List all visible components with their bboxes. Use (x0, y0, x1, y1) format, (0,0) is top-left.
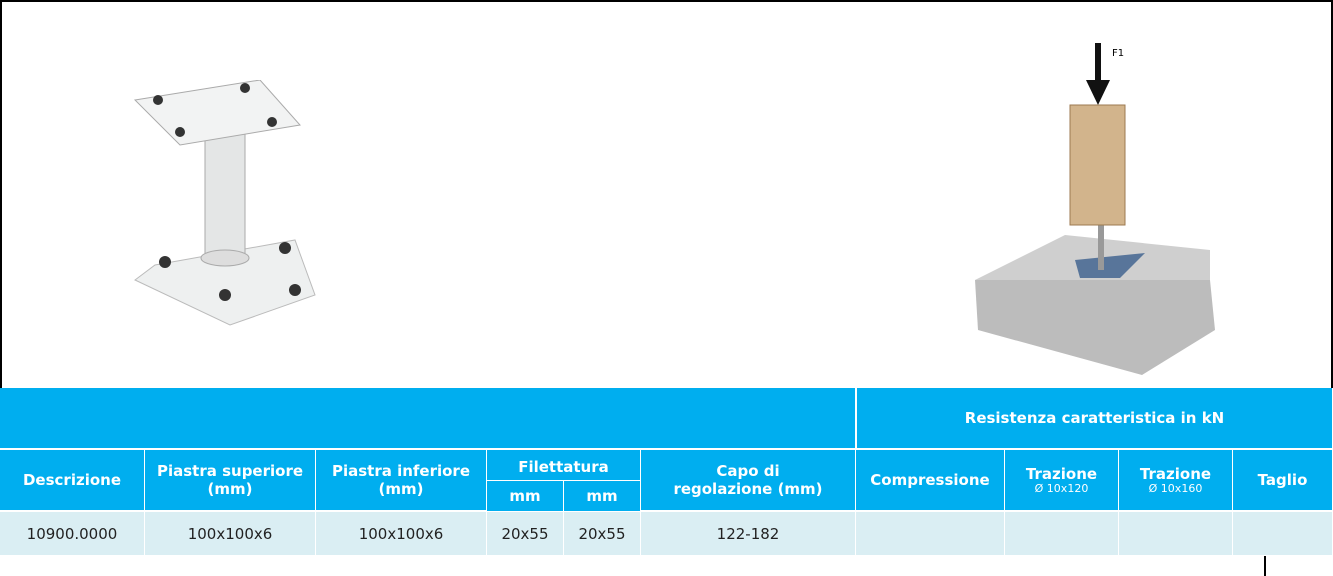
product-image (120, 80, 320, 330)
cell-text: 20x55 (578, 525, 625, 543)
header-text: (mm) (208, 480, 253, 498)
header-text: Descrizione (23, 471, 121, 489)
force-label: F1 (1112, 48, 1124, 59)
table-cell (856, 511, 1005, 555)
header-text: regolazione (mm) (673, 480, 822, 498)
header-note: Ø 10x160 (1149, 483, 1203, 495)
load-diagram: F1 (960, 40, 1230, 380)
column-header: Compressione (856, 449, 1005, 510)
header-note: Ø 10x120 (1035, 483, 1089, 495)
column-header: Taglio (1233, 449, 1333, 510)
header-blank (0, 388, 856, 448)
header-text: Trazione (1140, 465, 1211, 483)
table-cell: 20x55 (487, 511, 564, 555)
column-header: Piastra inferiore(mm) (316, 449, 487, 510)
cell-text: 122-182 (717, 525, 780, 543)
header-text: Trazione (1026, 465, 1097, 483)
column-header: Piastra superiore(mm) (145, 449, 316, 510)
group-header: Resistenza caratteristica in kN (856, 388, 1333, 448)
table-cell: 122-182 (641, 511, 856, 555)
column-header: Descrizione (0, 449, 145, 510)
table-cell: 100x100x6 (316, 511, 487, 555)
header-text: Capo di (716, 462, 779, 480)
header-text: Piastra inferiore (332, 462, 470, 480)
column-header: Filettatura mm mm (487, 449, 641, 510)
table-cell: 10900.0000 (0, 511, 145, 555)
table-cell: 100x100x6 (145, 511, 316, 555)
page: F1 Resistenza caratteristica in kN (() =… (0, 0, 1333, 576)
header-text: Filettatura (518, 458, 609, 476)
group-header-text: Resistenza caratteristica in kN (965, 409, 1224, 427)
cell-text: 20x55 (501, 525, 548, 543)
cell-text: 100x100x6 (359, 525, 444, 543)
sub-header-text: mm (586, 487, 617, 505)
table-cell (1233, 511, 1333, 555)
cell-text: 100x100x6 (188, 525, 273, 543)
cell-text: 10900.0000 (27, 525, 118, 543)
table-cell (1119, 511, 1233, 555)
table-cell: 20x55 (564, 511, 641, 555)
table-cell (1005, 511, 1119, 555)
sub-header-text: mm (509, 487, 540, 505)
header-text: Piastra superiore (157, 462, 303, 480)
header-text: Compressione (870, 471, 989, 489)
sub-header: mm (487, 480, 564, 511)
header-text: (mm) (379, 480, 424, 498)
sub-header: mm (564, 480, 641, 511)
header-text: Taglio (1258, 471, 1308, 489)
divider (1264, 556, 1266, 576)
